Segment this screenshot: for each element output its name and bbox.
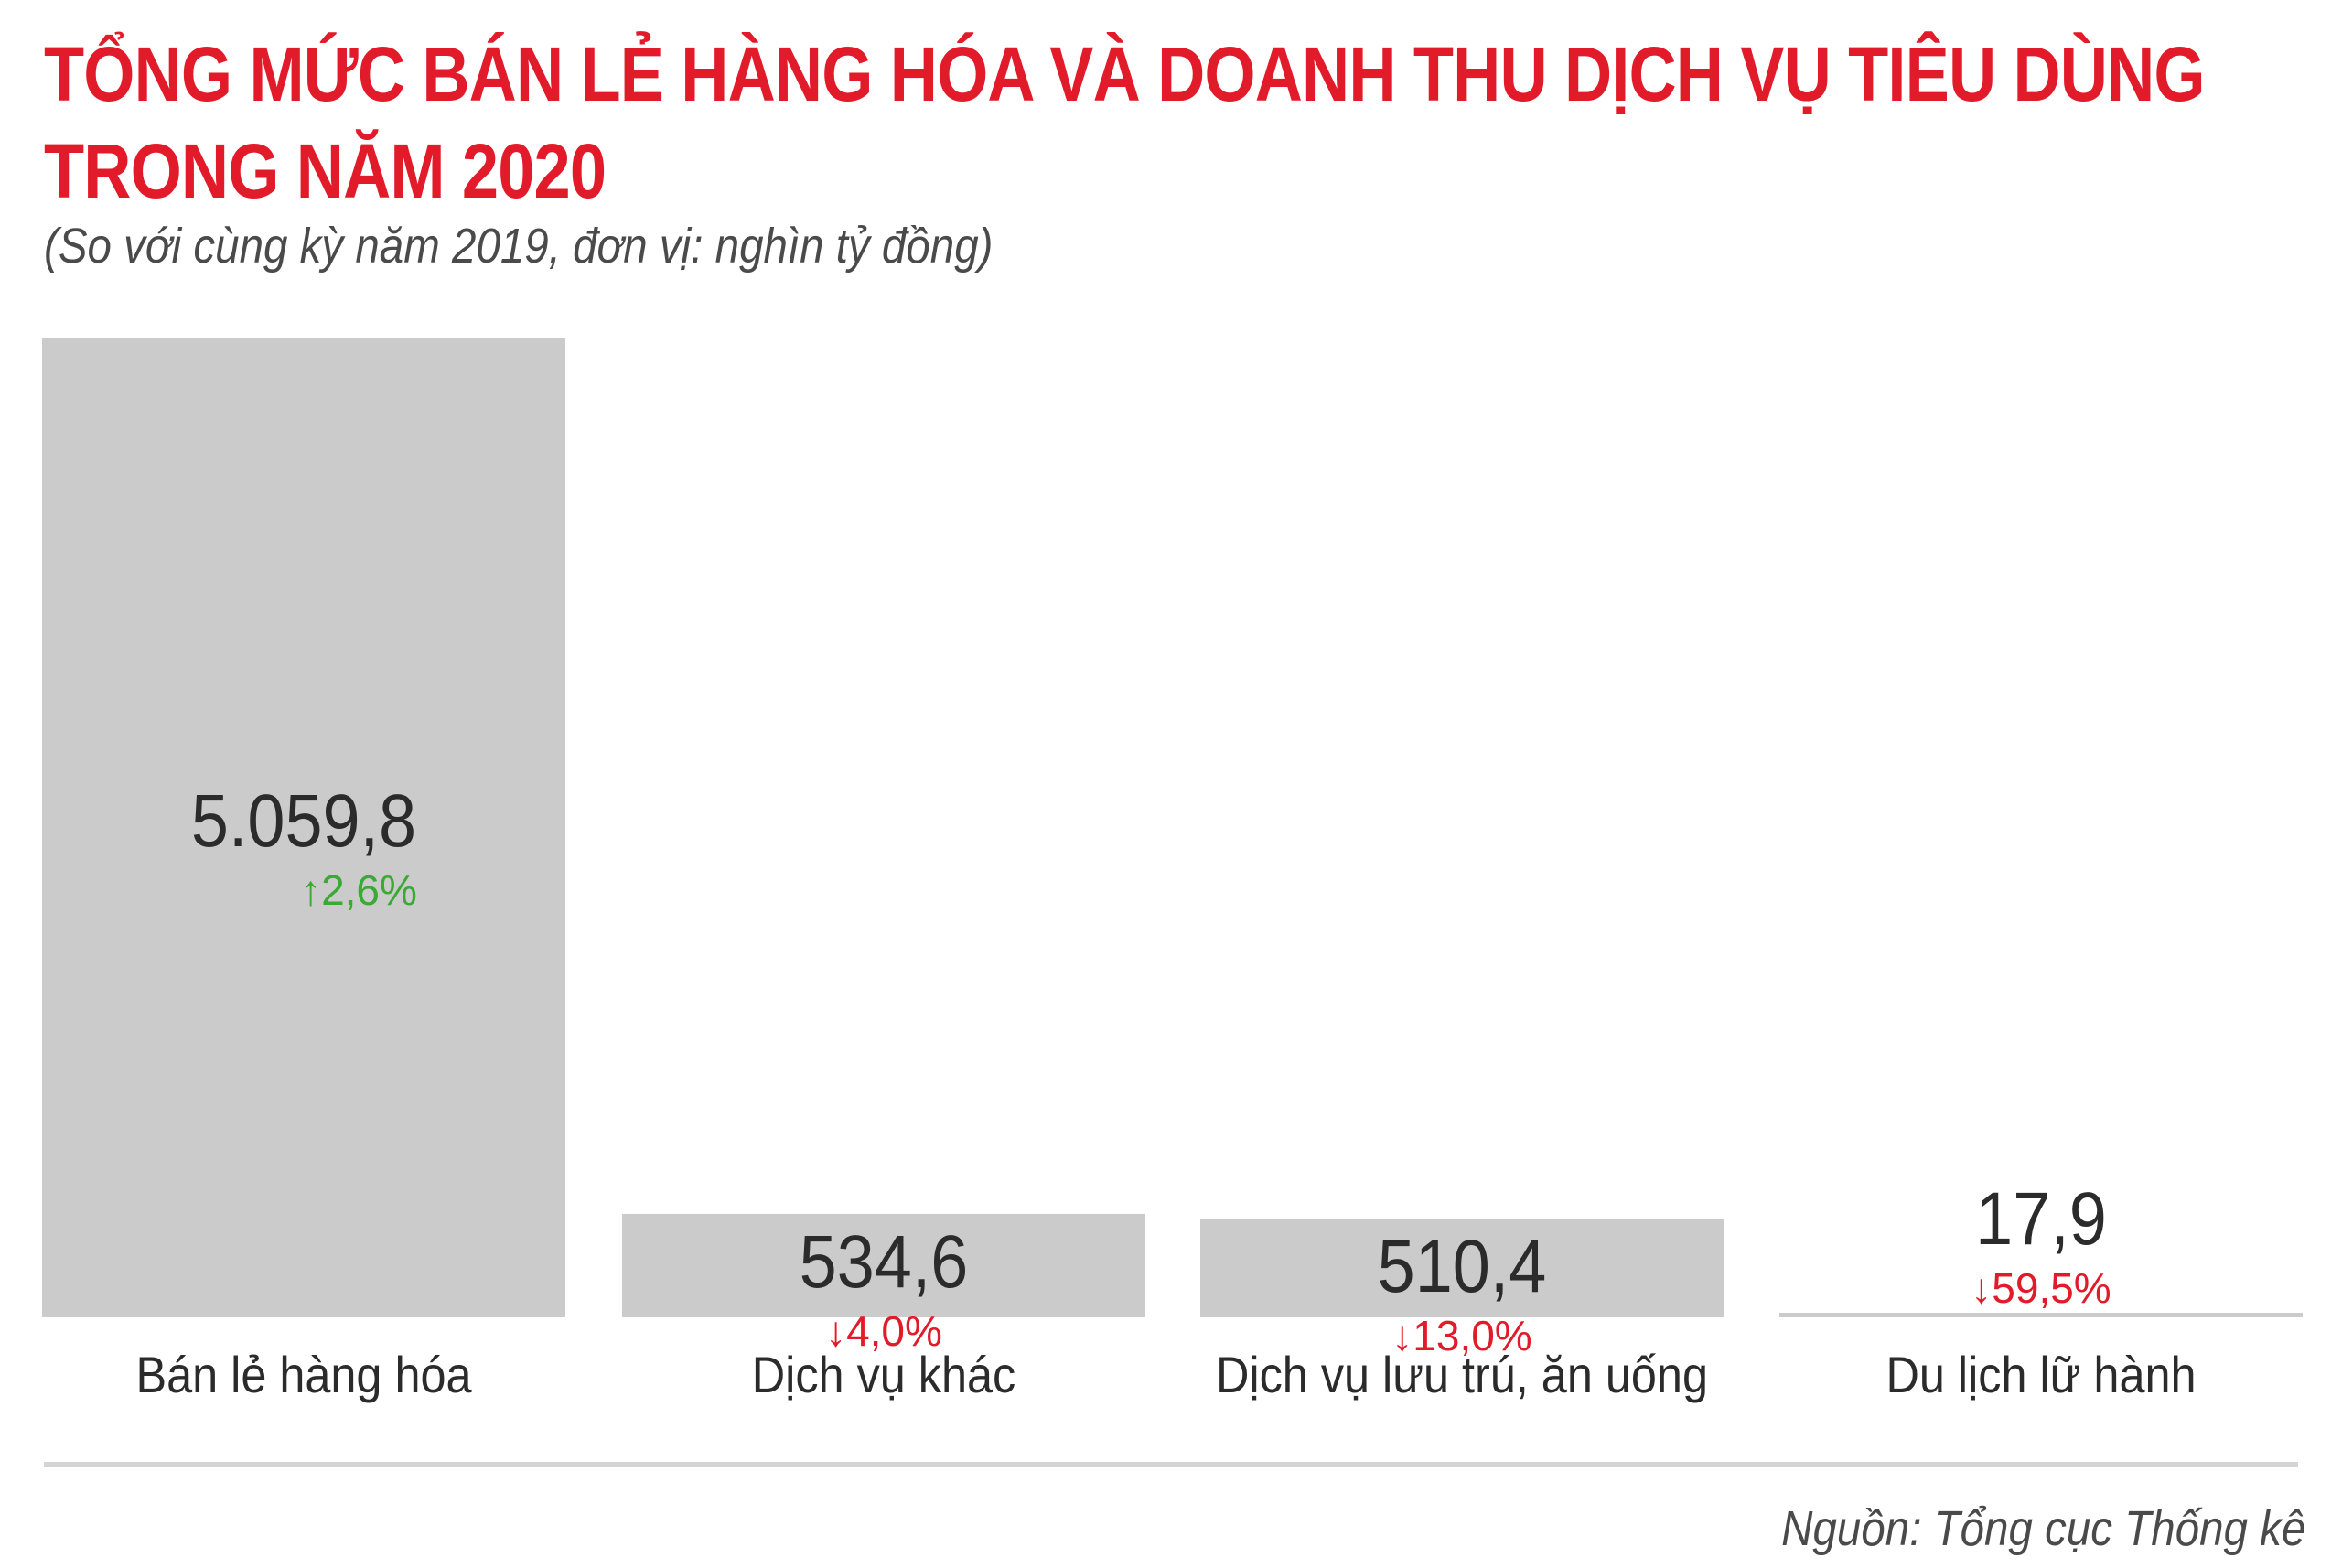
bar-3 [1200,1219,1724,1317]
category-label-2: Dịch vụ khác [752,1348,1015,1404]
bar-change-label-4: ↓59,5% [1971,1264,2111,1312]
bar-value-label-2: 534,6 [800,1219,969,1304]
source-note: Nguồn: Tổng cục Thống kê [1780,1501,2305,1556]
bar-1 [42,338,565,1317]
chart-subtitle: (So với cùng kỳ năm 2019, đơn vị: nghìn … [44,219,994,274]
bar-4 [1779,1313,2303,1317]
chart-title-line-2: TRONG NĂM 2020 [44,128,607,214]
category-label-4: Du lịch lữ hành [1885,1348,2196,1404]
category-label-3: Dịch vụ lưu trú, ăn uống [1216,1348,1708,1404]
bar-change-label-2: ↓4,0% [825,1307,942,1355]
category-label-1: Bán lẻ hàng hóa [135,1348,471,1404]
bar-value-label-3: 510,4 [1378,1223,1547,1308]
chart-title-line-1: TỔNG MỨC BÁN LẺ HÀNG HÓA VÀ DOANH THU DỊ… [44,31,2206,117]
bar-value-label-4: 17,9 [1975,1176,2107,1261]
bar-value-label-1: 5.059,8 [191,778,416,863]
bar-change-label-3: ↓13,0% [1391,1312,1531,1359]
bar-2 [622,1213,1145,1317]
chart-title: TỔNG MỨC BÁN LẺ HÀNG HÓA VÀ DOANH THU DỊ… [44,26,2206,220]
bar-change-label-1: ↑2,6% [300,866,417,914]
